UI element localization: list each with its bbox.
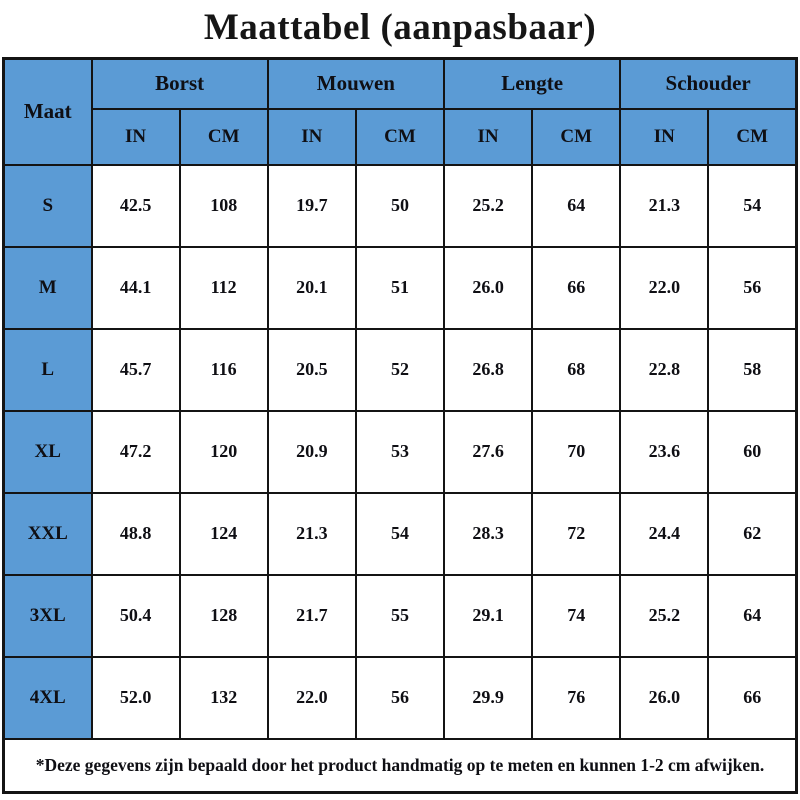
size-table-body: S 42.5 108 19.7 50 25.2 64 21.3 54 M 44.1 112 20.1 51… (2, 163, 798, 740)
value-cell: 68 (531, 327, 622, 412)
value-cell: 52 (354, 327, 446, 412)
value-cell: 64 (531, 163, 622, 248)
value-cell: 28.3 (442, 491, 534, 576)
value-cell: 50.4 (90, 573, 181, 658)
value-cell: 56 (354, 655, 446, 740)
group-header-mouwen: Mouwen (266, 57, 446, 110)
size-cell: XXL (2, 491, 93, 576)
value-cell: 21.3 (619, 163, 710, 248)
value-cell: 47.2 (90, 409, 181, 494)
value-cell: 20.9 (266, 409, 357, 494)
unit-header-borst-in: IN (90, 107, 181, 166)
value-cell: 112 (178, 245, 269, 330)
value-cell: 74 (531, 573, 622, 658)
value-cell: 66 (531, 245, 622, 330)
value-cell: 124 (178, 491, 269, 576)
footnote-text: *Deze gegevens zijn bepaald door het pro… (2, 737, 798, 794)
value-cell: 116 (178, 327, 269, 412)
unit-header-mouwen-in: IN (266, 107, 357, 166)
value-cell: 60 (707, 409, 798, 494)
table-row: L 45.7 116 20.5 52 26.8 68 22.8 58 (2, 327, 798, 412)
size-cell: S (2, 163, 93, 248)
value-cell: 21.7 (266, 573, 357, 658)
value-cell: 62 (707, 491, 798, 576)
unit-header-lengte-cm: CM (531, 107, 622, 166)
value-cell: 22.8 (619, 327, 710, 412)
value-cell: 51 (354, 245, 446, 330)
value-cell: 70 (531, 409, 622, 494)
unit-header-row: IN CM IN CM IN CM IN CM (4, 107, 798, 166)
group-header-lengte: Lengte (442, 57, 622, 110)
table-row: S 42.5 108 19.7 50 25.2 64 21.3 54 (2, 163, 798, 248)
value-cell: 20.1 (266, 245, 357, 330)
group-header-row: Maat Borst Mouwen Lengte Schouder (2, 57, 798, 166)
value-cell: 76 (531, 655, 622, 740)
value-cell: 54 (707, 163, 798, 248)
value-cell: 58 (707, 327, 798, 412)
value-cell: 29.9 (442, 655, 534, 740)
value-cell: 22.0 (619, 245, 710, 330)
value-cell: 66 (707, 655, 798, 740)
size-table-header: Maat Borst Mouwen Lengte Schouder IN CM … (2, 57, 798, 166)
value-cell: 53 (354, 409, 446, 494)
table-row: 4XL 52.0 132 22.0 56 29.9 76 26.0 66 (2, 655, 798, 740)
size-table: Maat Borst Mouwen Lengte Schouder IN CM … (2, 57, 798, 794)
size-cell: XL (2, 409, 93, 494)
value-cell: 55 (354, 573, 446, 658)
group-header-schouder: Schouder (619, 57, 798, 110)
corner-header-maat: Maat (2, 57, 93, 166)
value-cell: 72 (531, 491, 622, 576)
value-cell: 26.8 (442, 327, 534, 412)
table-row: XXL 48.8 124 21.3 54 28.3 72 24.4 62 (2, 491, 798, 576)
value-cell: 56 (707, 245, 798, 330)
value-cell: 52.0 (90, 655, 181, 740)
size-cell: 4XL (2, 655, 93, 740)
value-cell: 19.7 (266, 163, 357, 248)
value-cell: 29.1 (442, 573, 534, 658)
value-cell: 23.6 (619, 409, 710, 494)
value-cell: 26.0 (619, 655, 710, 740)
value-cell: 128 (178, 573, 269, 658)
value-cell: 108 (178, 163, 269, 248)
table-row: M 44.1 112 20.1 51 26.0 66 22.0 56 (2, 245, 798, 330)
unit-header-schouder-cm: CM (707, 107, 798, 166)
unit-header-borst-cm: CM (178, 107, 269, 166)
unit-header-schouder-in: IN (619, 107, 710, 166)
size-table-footer: *Deze gegevens zijn bepaald door het pro… (2, 737, 798, 794)
page-title: Maattabel (aanpasbaar) (203, 7, 597, 48)
table-row: XL 47.2 120 20.9 53 27.6 70 23.6 60 (2, 409, 798, 494)
value-cell: 48.8 (90, 491, 181, 576)
value-cell: 24.4 (619, 491, 710, 576)
size-cell: M (2, 245, 93, 330)
value-cell: 54 (354, 491, 446, 576)
value-cell: 25.2 (442, 163, 534, 248)
size-cell: 3XL (2, 573, 93, 658)
unit-header-mouwen-cm: CM (354, 107, 446, 166)
value-cell: 20.5 (266, 327, 357, 412)
value-cell: 120 (178, 409, 269, 494)
value-cell: 26.0 (442, 245, 534, 330)
size-cell: L (2, 327, 93, 412)
footnote-row: *Deze gegevens zijn bepaald door het pro… (2, 737, 798, 794)
unit-header-lengte-in: IN (442, 107, 534, 166)
value-cell: 132 (178, 655, 269, 740)
value-cell: 42.5 (90, 163, 181, 248)
value-cell: 21.3 (266, 491, 357, 576)
value-cell: 44.1 (90, 245, 181, 330)
value-cell: 64 (707, 573, 798, 658)
table-row: 3XL 50.4 128 21.7 55 29.1 74 25.2 64 (2, 573, 798, 658)
group-header-borst: Borst (90, 57, 269, 110)
value-cell: 27.6 (442, 409, 534, 494)
value-cell: 22.0 (266, 655, 357, 740)
value-cell: 25.2 (619, 573, 710, 658)
value-cell: 50 (354, 163, 446, 248)
value-cell: 45.7 (90, 327, 181, 412)
